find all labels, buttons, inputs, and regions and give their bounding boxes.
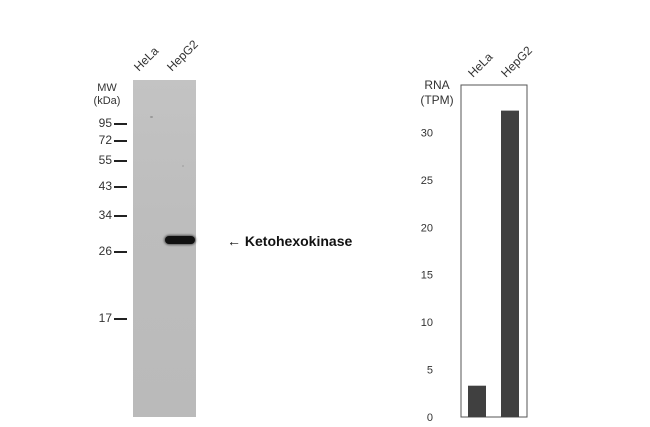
band-label: Ketohexokinase [244,233,353,249]
chart-ylabel-line2: (TPM) [420,93,453,107]
mw-marker-72: 72 [98,133,112,147]
chart-ytick-label: 10 [421,317,433,329]
chart-bar-hepg2 [501,110,519,418]
chart-plot-frame [460,84,528,418]
chart-ylabel-line1: RNA [424,78,449,92]
chart-bar-hela [468,385,486,417]
mw-header-title: MW [97,82,117,94]
chart-ytick-label: 25 [421,175,433,187]
mw-marker-55: 55 [98,153,112,167]
mw-header: MW (kDa) [86,82,128,108]
mw-tick-43 [114,186,127,188]
blot-speck [150,116,153,118]
blot-speck [182,165,184,167]
chart-ytick-label: 30 [421,127,433,139]
mw-tick-34 [114,215,127,217]
blot-membrane [133,80,196,417]
chart-category-label-hepg2: HepG2 [498,43,535,80]
mw-marker-95: 95 [98,116,112,130]
chart-category-label-hela: HeLa [465,50,495,80]
chart-ytick-label: 5 [427,365,433,377]
chart-ytick-label: 20 [421,222,433,234]
mw-marker-26: 26 [98,244,112,258]
mw-tick-55 [114,160,127,162]
mw-marker-34: 34 [98,208,112,222]
mw-tick-26 [114,251,127,253]
mw-marker-17: 17 [98,311,112,325]
ketohexokinase-band [165,236,195,244]
mw-marker-43: 43 [98,179,112,193]
mw-tick-95 [114,123,127,125]
chart-ytick-label: 0 [427,412,433,424]
mw-tick-17 [114,318,127,320]
chart-ytick-label: 15 [421,270,433,282]
left-arrow-icon: ← [227,233,241,249]
mw-header-unit: (kDa) [93,95,121,107]
mw-tick-72 [114,140,127,142]
band-annotation: ← Ketohexokinase [227,233,352,249]
